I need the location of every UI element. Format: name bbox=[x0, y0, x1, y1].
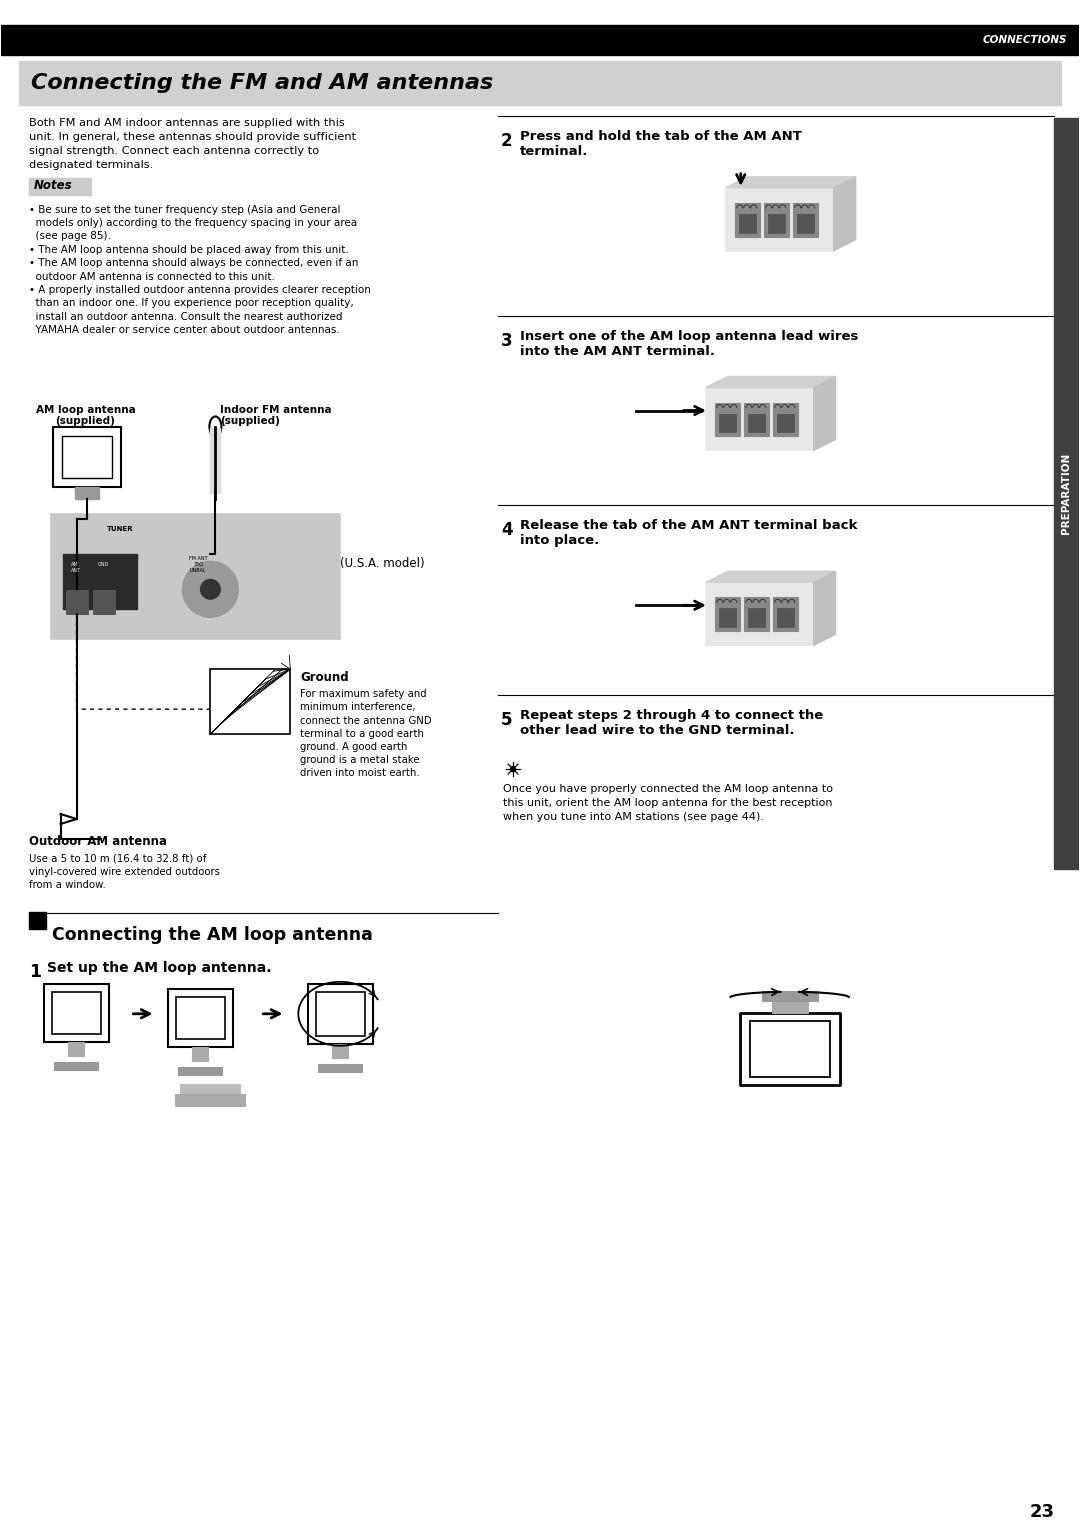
Bar bbox=[706, 583, 813, 645]
Circle shape bbox=[511, 766, 515, 772]
Bar bbox=[719, 414, 735, 432]
Circle shape bbox=[201, 580, 220, 600]
Bar bbox=[764, 203, 788, 237]
Text: Indoor FM antenna
(supplied): Indoor FM antenna (supplied) bbox=[220, 404, 332, 426]
Polygon shape bbox=[726, 177, 855, 188]
Text: Repeat steps 2 through 4 to connect the
other lead wire to the GND terminal.: Repeat steps 2 through 4 to connect the … bbox=[521, 710, 823, 737]
Text: TUNER: TUNER bbox=[107, 526, 134, 533]
Bar bbox=[739, 214, 756, 233]
Bar bbox=[75, 487, 98, 499]
Text: For maximum safety and
minimum interference,
connect the antenna GND
terminal to: For maximum safety and minimum interfere… bbox=[300, 690, 432, 778]
Bar bbox=[180, 1083, 241, 1094]
Text: Both FM and AM indoor antennas are supplied with this
unit. In general, these an: Both FM and AM indoor antennas are suppl… bbox=[28, 118, 355, 169]
Bar bbox=[62, 436, 111, 479]
Bar bbox=[1, 24, 1079, 55]
Text: Use a 5 to 10 m (16.4 to 32.8 ft) of
vinyl-covered wire extended outdoors
from a: Use a 5 to 10 m (16.4 to 32.8 ft) of vin… bbox=[28, 855, 219, 890]
Text: Notes: Notes bbox=[33, 179, 72, 192]
Bar bbox=[1054, 118, 1079, 868]
Text: 4: 4 bbox=[501, 522, 513, 539]
Polygon shape bbox=[813, 571, 836, 645]
Text: 5: 5 bbox=[501, 711, 513, 729]
Bar bbox=[18, 61, 1062, 105]
Bar bbox=[63, 554, 137, 609]
Bar bbox=[777, 414, 794, 432]
Bar bbox=[43, 984, 108, 1042]
Text: 2: 2 bbox=[501, 131, 513, 150]
Text: (U.S.A. model): (U.S.A. model) bbox=[340, 557, 424, 571]
Bar bbox=[54, 1062, 97, 1070]
Bar bbox=[761, 990, 818, 1001]
Polygon shape bbox=[706, 377, 836, 388]
Bar bbox=[740, 1013, 839, 1085]
Bar bbox=[192, 1047, 208, 1061]
Bar bbox=[744, 597, 769, 632]
Text: Release the tab of the AM ANT terminal back
into place.: Release the tab of the AM ANT terminal b… bbox=[521, 519, 858, 548]
Bar bbox=[319, 1064, 362, 1071]
Bar bbox=[66, 591, 87, 615]
Text: Press and hold the tab of the AM ANT
terminal.: Press and hold the tab of the AM ANT ter… bbox=[521, 130, 801, 157]
Bar bbox=[715, 597, 740, 632]
Bar bbox=[176, 996, 226, 1039]
Text: Set up the AM loop antenna.: Set up the AM loop antenna. bbox=[46, 961, 271, 975]
Polygon shape bbox=[813, 377, 836, 450]
Text: Outdoor AM antenna: Outdoor AM antenna bbox=[28, 835, 166, 848]
Text: GND: GND bbox=[97, 562, 109, 568]
Bar bbox=[308, 984, 374, 1044]
Bar bbox=[68, 1042, 83, 1056]
Bar bbox=[168, 989, 233, 1047]
Bar bbox=[777, 609, 794, 627]
Bar bbox=[178, 1067, 222, 1074]
Text: AM loop antenna
(supplied): AM loop antenna (supplied) bbox=[36, 404, 135, 426]
Text: Ground: Ground bbox=[300, 671, 349, 684]
Bar bbox=[316, 992, 365, 1036]
Text: CONNECTIONS: CONNECTIONS bbox=[983, 35, 1067, 44]
Text: • Be sure to set the tuner frequency step (Asia and General
  models only) accor: • Be sure to set the tuner frequency ste… bbox=[28, 204, 370, 336]
Bar bbox=[744, 403, 769, 436]
Text: 3: 3 bbox=[501, 331, 513, 349]
Bar bbox=[175, 1094, 245, 1106]
Bar bbox=[734, 203, 759, 237]
Bar bbox=[750, 1021, 829, 1077]
Text: 1: 1 bbox=[28, 963, 41, 981]
Bar bbox=[797, 214, 813, 233]
Bar bbox=[211, 429, 220, 493]
Text: Insert one of the AM loop antenna lead wires
into the AM ANT terminal.: Insert one of the AM loop antenna lead w… bbox=[521, 330, 859, 357]
Bar bbox=[772, 1001, 808, 1013]
Bar bbox=[211, 670, 291, 734]
Bar bbox=[706, 388, 813, 450]
Bar bbox=[793, 203, 818, 237]
Bar bbox=[51, 514, 340, 639]
Bar bbox=[726, 188, 834, 250]
Polygon shape bbox=[706, 571, 836, 583]
Bar bbox=[747, 414, 765, 432]
Bar bbox=[747, 609, 765, 627]
Text: Connecting the AM loop antenna: Connecting the AM loop antenna bbox=[52, 926, 373, 945]
Bar bbox=[719, 609, 735, 627]
Bar bbox=[333, 1044, 348, 1058]
Text: Once you have properly connected the AM loop antenna to
this unit, orient the AM: Once you have properly connected the AM … bbox=[503, 784, 833, 823]
Bar bbox=[28, 913, 45, 929]
Bar bbox=[772, 403, 798, 436]
Text: Connecting the FM and AM antennas: Connecting the FM and AM antennas bbox=[30, 73, 492, 93]
Bar bbox=[93, 591, 114, 615]
Circle shape bbox=[183, 562, 239, 617]
Bar bbox=[715, 403, 740, 436]
Bar bbox=[52, 992, 100, 1033]
Text: FM ANT
75Ω
UNBAL: FM ANT 75Ω UNBAL bbox=[189, 557, 207, 572]
Bar bbox=[772, 597, 798, 632]
Bar bbox=[28, 179, 91, 195]
Bar bbox=[768, 214, 785, 233]
Polygon shape bbox=[834, 177, 855, 250]
Text: PREPARATION: PREPARATION bbox=[1062, 453, 1071, 534]
Text: AM
ANT: AM ANT bbox=[70, 562, 81, 574]
Bar bbox=[53, 427, 121, 487]
Text: 23: 23 bbox=[1029, 1503, 1054, 1521]
